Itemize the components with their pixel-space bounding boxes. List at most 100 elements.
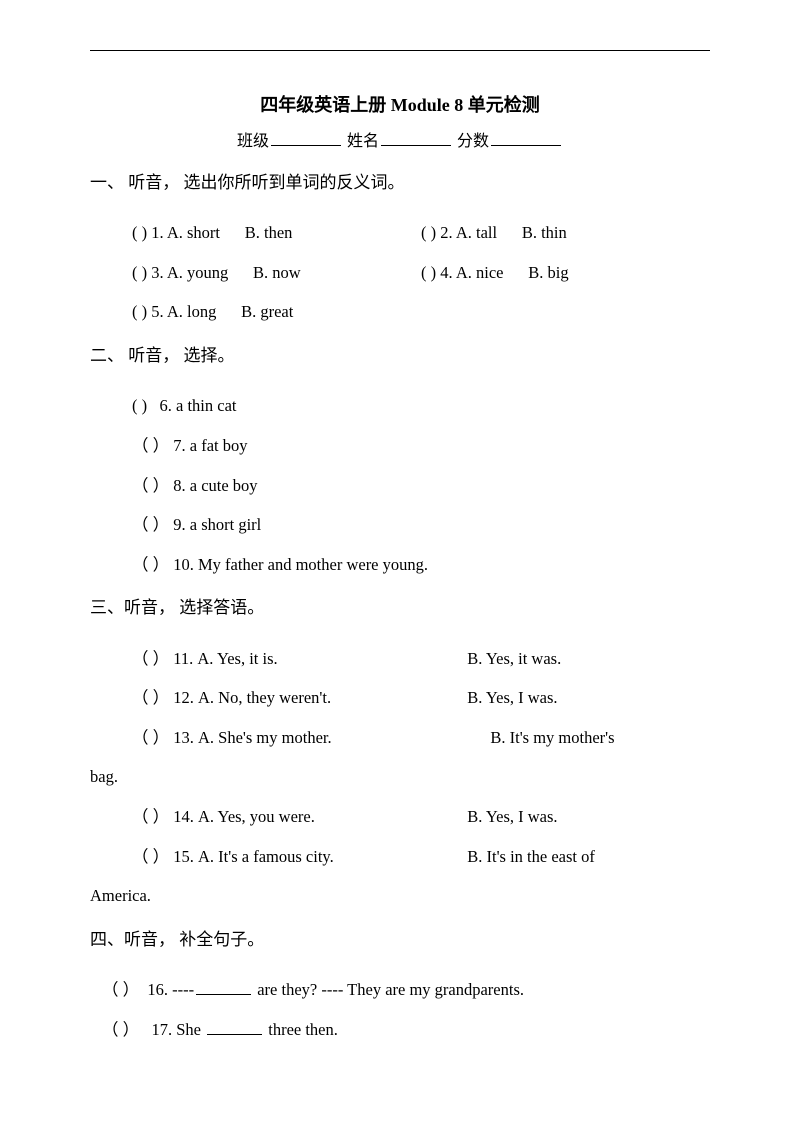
paren-close-cn: ）: [153, 436, 170, 455]
q11-a: A. Yes, it is.: [197, 649, 277, 668]
q16-pre: ----: [172, 980, 194, 999]
paren-open: (: [421, 223, 427, 242]
q13-b: B. It's my mother's: [490, 728, 614, 747]
q5-a: A. long: [167, 302, 217, 321]
worksheet-page: 四年级英语上册 Module 8 单元检测 班级 姓名 分数 一、 听音， 选出…: [0, 0, 800, 1132]
q2-num: 2.: [440, 223, 456, 242]
q1-a: A. short: [167, 223, 220, 242]
paren-close-cn: ）: [153, 476, 170, 495]
paren-close-cn: ）: [123, 1020, 140, 1039]
q8-num: 8.: [173, 476, 190, 495]
q13-row: （ ） 13. A. She's my mother. B. It's my m…: [90, 718, 710, 758]
q7-row: （ ） 7. a fat boy: [90, 426, 710, 466]
page-title: 四年级英语上册 Module 8 单元检测: [90, 91, 710, 117]
section-4-heading: 四、听音， 补全句子。: [90, 924, 710, 956]
q4-b: B. big: [528, 263, 568, 282]
q2-b: B. thin: [522, 223, 567, 242]
blank-score[interactable]: [491, 129, 561, 146]
info-line: 班级 姓名 分数: [90, 127, 710, 151]
label-name: 姓名: [347, 133, 379, 150]
paren-close-cn: ）: [153, 649, 170, 668]
q16-num: 16.: [147, 980, 172, 999]
paren-close: ): [142, 396, 148, 415]
q3-a: A. young: [167, 263, 228, 282]
q16-post: are they? ---- They are my grandparents.: [253, 980, 524, 999]
paren-open-cn: （: [102, 1020, 119, 1039]
blank-name[interactable]: [381, 129, 451, 146]
q6-num: 6.: [160, 396, 177, 415]
q17-post: three then.: [264, 1020, 338, 1039]
paren-open-cn: （: [132, 436, 149, 455]
q16-blank[interactable]: [196, 978, 251, 996]
q11-row: （ ） 11. A. Yes, it is. B. Yes, it was.: [90, 639, 710, 679]
q15-a: A. It's a famous city.: [198, 847, 334, 866]
q8-row: （ ） 8. a cute boy: [90, 466, 710, 506]
q10-num: 10.: [173, 555, 198, 574]
q3-q4-row: ( ) 3. A. young B. now ( ) 4. A. nice B.…: [90, 253, 710, 293]
q15-num: 15.: [173, 847, 198, 866]
q5-b: B. great: [241, 302, 293, 321]
paren-close: ): [142, 223, 148, 242]
q13-tail: bag.: [90, 757, 710, 797]
paren-open: (: [421, 263, 427, 282]
paren-open: (: [132, 223, 138, 242]
paren-close: ): [431, 223, 437, 242]
q11-num: 11.: [173, 649, 197, 668]
paren-close-cn: ）: [153, 515, 170, 534]
q14-b: B. Yes, I was.: [467, 807, 557, 826]
q10-text: My father and mother were young.: [198, 555, 428, 574]
q6-text: a thin cat: [176, 396, 236, 415]
q15-tail: America.: [90, 876, 710, 916]
paren-close: ): [142, 302, 148, 321]
paren-close: ): [431, 263, 437, 282]
paren-close-cn: ）: [123, 980, 140, 999]
q2-a: A. tall: [456, 223, 497, 242]
section-2-heading: 二、 听音， 选择。: [90, 340, 710, 372]
section-1-heading: 一、 听音， 选出你所听到单词的反义词。: [90, 167, 710, 199]
q11-b: B. Yes, it was.: [467, 649, 561, 668]
top-rule: [90, 50, 710, 51]
paren-close: ): [142, 263, 148, 282]
q3-b: B. now: [253, 263, 301, 282]
paren-close-cn: ）: [153, 688, 170, 707]
q15-b: B. It's in the east of: [467, 847, 595, 866]
q12-row: （ ） 12. A. No, they weren't. B. Yes, I w…: [90, 678, 710, 718]
q14-a: A. Yes, you were.: [198, 807, 315, 826]
q9-row: （ ） 9. a short girl: [90, 505, 710, 545]
q9-text: a short girl: [190, 515, 262, 534]
paren-close-cn: ）: [153, 728, 170, 747]
label-class: 班级: [237, 133, 269, 150]
q4-a: A. nice: [456, 263, 504, 282]
q9-num: 9.: [173, 515, 190, 534]
paren-open: (: [132, 302, 138, 321]
paren-open-cn: （: [132, 728, 149, 747]
paren-open-cn: （: [132, 847, 149, 866]
q13-num: 13.: [173, 728, 198, 747]
q6-row: ( ) 6. a thin cat: [90, 386, 710, 426]
q17-num: 17.: [152, 1020, 177, 1039]
q3-num: 3.: [151, 263, 167, 282]
paren-close-cn: ）: [153, 555, 170, 574]
q17-pre: She: [176, 1020, 205, 1039]
q14-row: （ ） 14. A. Yes, you were. B. Yes, I was.: [90, 797, 710, 837]
section-3-heading: 三、听音， 选择答语。: [90, 592, 710, 624]
q16-row: （ ） 16. ---- are they? ---- They are my …: [90, 970, 710, 1010]
q4-num: 4.: [440, 263, 456, 282]
q7-num: 7.: [173, 436, 190, 455]
q5-num: 5.: [151, 302, 167, 321]
paren-close-cn: ）: [153, 847, 170, 866]
q12-num: 12.: [173, 688, 198, 707]
label-score: 分数: [457, 133, 489, 150]
paren-open-cn: （: [102, 980, 119, 999]
q17-blank[interactable]: [207, 1017, 262, 1035]
q17-row: （ ） 17. She three then.: [90, 1010, 710, 1050]
blank-class[interactable]: [271, 129, 341, 146]
q13-a: A. She's my mother.: [198, 728, 332, 747]
q1-num: 1.: [151, 223, 167, 242]
paren-open-cn: （: [132, 476, 149, 495]
paren-open-cn: （: [132, 515, 149, 534]
q12-b: B. Yes, I was.: [467, 688, 557, 707]
q15-row: （ ） 15. A. It's a famous city. B. It's i…: [90, 837, 710, 877]
q14-num: 14.: [173, 807, 198, 826]
q1-b: B. then: [245, 223, 293, 242]
